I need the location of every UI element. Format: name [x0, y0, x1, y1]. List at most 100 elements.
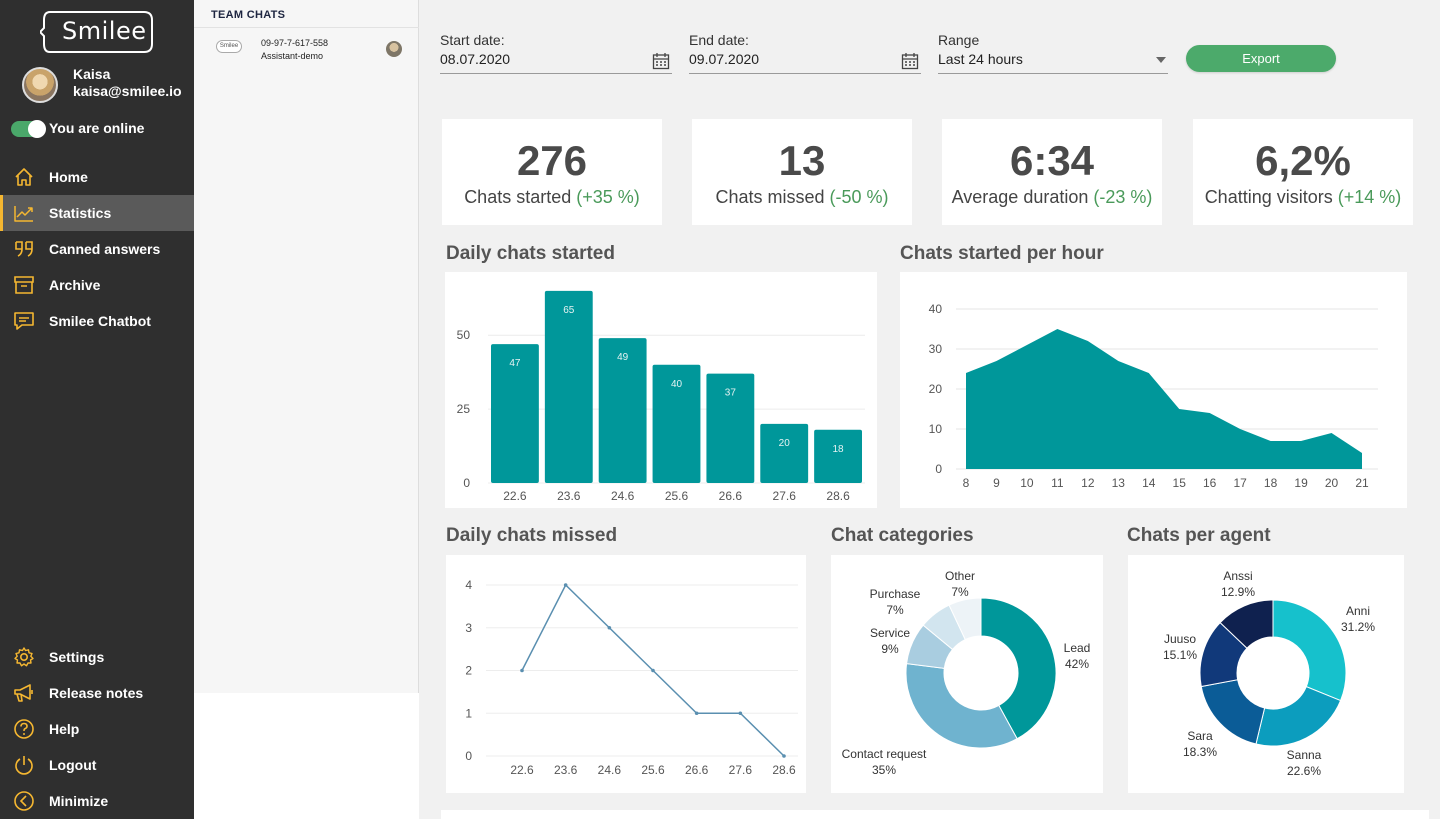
chat-categories-title: Chat categories — [831, 525, 974, 546]
home-icon — [15, 168, 33, 186]
range-value[interactable]: Last 24 hours — [938, 51, 1023, 67]
start-date-field[interactable]: Start date: 08.07.2020 — [440, 31, 672, 74]
next-row-cards — [441, 810, 1429, 819]
start-date-value[interactable]: 08.07.2020 — [440, 51, 511, 67]
y-tick-label: 0 — [935, 462, 942, 476]
chat-list-item[interactable]: Smilee 09-97-7-617-558 Assistant-demo — [194, 30, 419, 70]
range-select[interactable]: Range Last 24 hours — [938, 31, 1168, 74]
y-tick-label: 30 — [929, 342, 943, 356]
y-tick-label: 2 — [465, 664, 472, 678]
chat-visitor-id: 09-97-7-617-558 — [261, 38, 329, 48]
nav-item-release-notes[interactable]: Release notes — [0, 675, 194, 711]
x-tick-label: 11 — [1051, 476, 1064, 490]
x-tick-label: 26.6 — [719, 489, 743, 503]
user-profile[interactable]: Kaisa kaisa@smilee.io — [22, 66, 192, 106]
x-tick-label: 22.6 — [510, 763, 534, 777]
x-tick-label: 24.6 — [598, 763, 622, 777]
x-tick-label: 14 — [1142, 476, 1156, 490]
avatar — [22, 67, 58, 103]
slice-value-label: 9% — [881, 642, 899, 656]
agent-avatar — [386, 41, 402, 57]
x-tick-label: 21 — [1355, 476, 1369, 490]
x-tick-label: 20 — [1325, 476, 1339, 490]
nav-label: Help — [49, 721, 80, 737]
online-toggle[interactable] — [11, 120, 46, 138]
power-icon — [15, 756, 33, 775]
end-date-value[interactable]: 09.07.2020 — [689, 51, 760, 67]
help-icon — [14, 719, 34, 739]
kpi-change: (+14 %) — [1337, 187, 1402, 207]
nav-item-smilee-chatbot[interactable]: Smilee Chatbot — [0, 303, 194, 339]
bar-value-label: 65 — [563, 305, 575, 316]
area-series — [966, 329, 1362, 469]
x-tick-label: 22.6 — [503, 489, 527, 503]
bar-value-label: 37 — [725, 388, 737, 399]
x-tick-label: 25.6 — [665, 489, 689, 503]
nav-label: Archive — [49, 277, 101, 293]
x-tick-label: 28.6 — [772, 763, 796, 777]
y-tick-label: 25 — [457, 402, 471, 416]
y-tick-label: 1 — [465, 706, 472, 720]
statistics-icon — [14, 206, 33, 222]
kpi-card-average-duration: 6:34 Average duration (-23 %) — [942, 119, 1162, 225]
x-tick-label: 10 — [1020, 476, 1034, 490]
y-tick-label: 20 — [929, 382, 943, 396]
nav-item-home[interactable]: Home — [0, 159, 194, 195]
data-point — [607, 625, 612, 630]
data-point — [563, 583, 568, 587]
nav-item-archive[interactable]: Archive — [0, 267, 194, 303]
slice-value-label: 15.1% — [1163, 648, 1197, 662]
donut-slice — [1255, 685, 1342, 747]
slice-label: Contact request — [842, 747, 927, 761]
x-tick-label: 19 — [1294, 476, 1308, 490]
kpi-change: (-50 %) — [829, 187, 889, 207]
chevron-down-icon[interactable] — [1156, 57, 1166, 63]
x-tick-label: 9 — [993, 476, 1000, 490]
x-tick-label: 23.6 — [554, 763, 578, 777]
nav-item-logout[interactable]: Logout — [0, 747, 194, 783]
kpi-value: 6,2% — [1255, 137, 1351, 184]
nav-item-statistics[interactable]: Statistics — [0, 195, 194, 231]
line-chart-svg: 0 1 2 3 4 22.6 23.6 24.6 25.6 26.6 27.6 28.6 — [465, 578, 798, 777]
nav-item-settings[interactable]: Settings — [0, 639, 194, 675]
user-name: Kaisa — [73, 66, 111, 82]
nav-label: Statistics — [49, 205, 112, 221]
online-status: You are online — [11, 119, 191, 139]
kpi-label-text: Average duration — [951, 187, 1089, 207]
nav-item-help[interactable]: Help — [0, 711, 194, 747]
x-tick-label: 18 — [1264, 476, 1278, 490]
calendar-icon[interactable] — [652, 52, 670, 70]
smilee-logo[interactable]: Smilee — [40, 10, 154, 54]
slice-value-label: 7% — [951, 585, 969, 599]
bar-value-label: 47 — [509, 358, 521, 369]
chats-per-hour-title: Chats started per hour — [900, 243, 1104, 264]
y-tick-label: 4 — [465, 578, 472, 592]
daily-chats-started-chart: 0 25 50 47 22.6 65 23.6 49 24.6 40 25.6 37 26.6 20 27.… — [445, 272, 877, 508]
nav-item-minimize[interactable]: Minimize — [0, 783, 194, 819]
slice-value-label: 42% — [1065, 657, 1089, 671]
kpi-label: Chats missed (-50 %) — [692, 187, 912, 208]
x-tick-label: 12 — [1081, 476, 1095, 490]
chats-per-hour-chart: 0 10 20 30 40 8 9 10 11 12 13 14 15 16 17 18 19 20 21 — [900, 272, 1407, 508]
logo-text: Smilee — [62, 17, 147, 45]
y-tick-label: 10 — [929, 422, 943, 436]
bar — [544, 290, 593, 483]
data-point — [694, 711, 699, 716]
nav-label: Smilee Chatbot — [49, 313, 151, 329]
team-chats-title: TEAM CHATS — [211, 9, 286, 21]
x-tick-label: 23.6 — [557, 489, 581, 503]
chats-per-agent-title: Chats per agent — [1127, 525, 1271, 546]
nav-item-canned-answers[interactable]: Canned answers — [0, 231, 194, 267]
donut-slice — [905, 663, 1018, 749]
bar — [491, 344, 539, 483]
megaphone-icon — [14, 684, 33, 702]
slice-value-label: 7% — [886, 603, 904, 617]
slice-value-label: 22.6% — [1287, 764, 1321, 778]
calendar-icon[interactable] — [901, 52, 919, 70]
export-button[interactable]: Export — [1186, 45, 1336, 72]
bar — [706, 373, 755, 483]
end-date-field[interactable]: End date: 09.07.2020 — [689, 31, 921, 74]
minimize-icon — [14, 791, 34, 811]
bar — [760, 423, 809, 483]
bar-value-label: 18 — [833, 444, 845, 455]
